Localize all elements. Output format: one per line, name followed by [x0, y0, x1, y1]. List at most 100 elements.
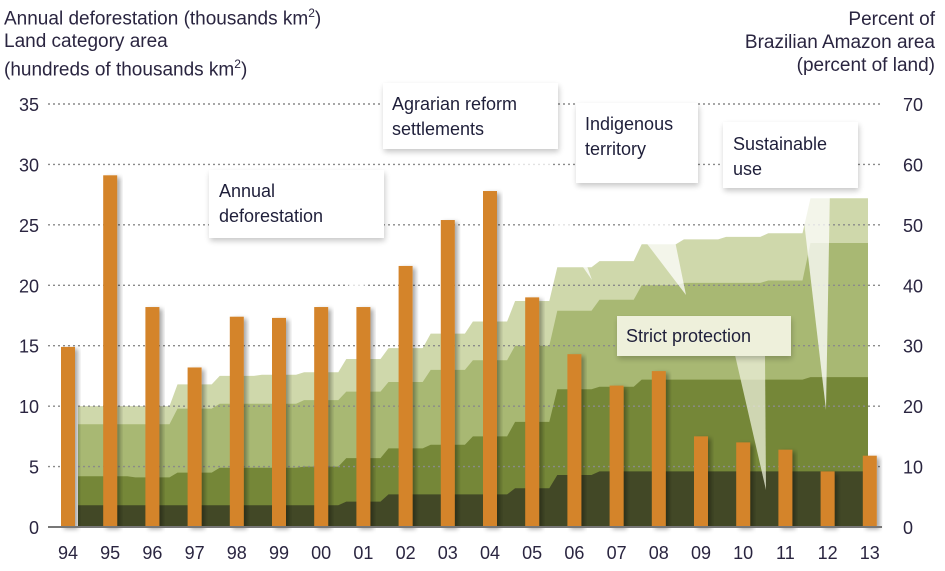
callout-box — [576, 103, 698, 183]
callout-line1: Sustainable — [733, 134, 827, 154]
bars — [61, 175, 877, 527]
right-tick-label: 0 — [903, 518, 913, 538]
right-axis-title: Percent of Brazilian Amazon area (percen… — [745, 8, 935, 77]
callout-line1: Indigenous — [585, 114, 673, 134]
left-tick-label: 25 — [19, 216, 39, 236]
right-tick-label: 10 — [903, 458, 923, 478]
x-tick-label: 07 — [607, 543, 627, 563]
bar-98 — [229, 316, 244, 527]
x-tick-label: 00 — [311, 543, 331, 563]
x-tick-label: 08 — [649, 543, 669, 563]
left-tick-label: 20 — [19, 276, 39, 296]
x-tick-label: 09 — [691, 543, 711, 563]
bar-06 — [567, 354, 582, 527]
bar-05 — [525, 297, 540, 527]
bar-09 — [694, 436, 708, 527]
left-title-line1-text: Annual deforestation (thousands km — [4, 8, 309, 30]
right-title-line1: Percent of — [848, 9, 935, 30]
left-title-line1-suffix: ) — [314, 8, 322, 30]
left-axis-ticks: 0 5 10 15 20 25 30 35 — [19, 95, 39, 538]
right-tick-label: 50 — [903, 216, 923, 236]
bar-96 — [145, 307, 160, 527]
right-tick-label: 60 — [903, 155, 923, 175]
x-tick-label: 10 — [733, 543, 753, 563]
x-tick-label: 12 — [818, 543, 838, 563]
left-title-line2: Land category area — [4, 31, 168, 53]
callout-indigenous-territory: Indigenous territory — [576, 103, 698, 295]
callout-pointer — [600, 182, 686, 295]
x-tick-label: 04 — [480, 543, 500, 563]
x-tick-label: 01 — [353, 543, 373, 563]
callout-line2: territory — [585, 139, 646, 159]
x-tick-label: 03 — [438, 543, 458, 563]
right-tick-label: 70 — [903, 95, 923, 115]
callout-pointer — [735, 355, 766, 490]
callout-pointer — [500, 148, 592, 280]
x-tick-label: 94 — [58, 543, 78, 563]
x-tick-label: 06 — [564, 543, 584, 563]
bar-02 — [398, 265, 413, 527]
bar-13 — [862, 455, 877, 527]
bar-11 — [778, 449, 793, 527]
left-title-line3: (hundreds of thousands km2) — [4, 53, 321, 81]
x-tick-label: 99 — [269, 543, 289, 563]
left-tick-label: 15 — [19, 337, 39, 357]
callout-annual-deforestation: Annual deforestation — [209, 170, 384, 320]
right-axis-ticks: 0 10 20 30 40 50 60 70 — [903, 95, 923, 538]
callouts: Annual deforestation Agrarian reform settle… — [209, 83, 858, 490]
left-tick-label: 30 — [19, 155, 39, 175]
left-title-line1-sup: 2 — [308, 6, 315, 20]
right-tick-label: 40 — [903, 276, 923, 296]
callout-strict-protection: Strict protection — [617, 316, 791, 490]
left-title-line3-text: (hundreds of thousands km — [4, 59, 235, 81]
x-tick-label: 05 — [522, 543, 542, 563]
left-tick-label: 10 — [19, 397, 39, 417]
bar-07 — [609, 385, 624, 527]
callout-line1: Strict protection — [626, 326, 751, 346]
right-tick-label: 20 — [903, 397, 923, 417]
bar-94 — [61, 346, 75, 527]
bar-95 — [103, 175, 118, 527]
bar-10 — [736, 442, 751, 527]
x-tick-label: 96 — [142, 543, 162, 563]
callout-line2: deforestation — [219, 206, 323, 226]
callout-box — [209, 170, 384, 238]
bar-12 — [820, 471, 835, 527]
right-title-line2: Brazilian Amazon area — [744, 32, 935, 53]
callout-line1: Annual — [219, 181, 275, 201]
left-tick-label: 5 — [29, 458, 39, 478]
callout-line2: use — [733, 159, 762, 179]
bar-01 — [356, 307, 371, 527]
callout-pointer — [330, 237, 368, 320]
left-axis-title: Annual deforestation (thousands km2) Lan… — [4, 2, 321, 82]
x-tick-label: 95 — [100, 543, 120, 563]
bar-08 — [651, 371, 666, 527]
x-tick-label: 13 — [860, 543, 880, 563]
bar-03 — [440, 220, 455, 527]
callout-pointer — [800, 187, 830, 410]
left-title-line3-suffix: ) — [240, 59, 248, 81]
right-tick-label: 30 — [903, 337, 923, 357]
x-tick-label: 02 — [396, 543, 416, 563]
bar-04 — [483, 191, 497, 527]
left-tick-label: 0 — [29, 518, 39, 538]
x-tick-label: 11 — [776, 543, 795, 563]
x-tick-label: 97 — [185, 543, 205, 563]
callout-box — [723, 122, 858, 188]
callout-line1: Agrarian reform — [392, 94, 517, 114]
left-title-line3-sup: 2 — [234, 57, 241, 72]
left-tick-label: 35 — [19, 95, 39, 115]
callout-agrarian-reform-settlements: Agrarian reform settlements — [383, 83, 592, 280]
x-axis-ticks: 94 95 96 97 98 99 00 01 02 03 04 05 06 07 08 09 10 11 12 13 — [58, 543, 880, 563]
right-title-line3: (percent of land) — [796, 55, 935, 76]
bar-97 — [187, 367, 202, 527]
bar-00 — [314, 307, 329, 527]
x-tick-label: 98 — [227, 543, 247, 563]
callout-sustainable-use: Sustainable use — [723, 122, 858, 410]
left-title-line1: Annual deforestation (thousands km2) — [4, 2, 321, 30]
callout-line2: settlements — [392, 119, 484, 139]
bar-99 — [272, 317, 286, 527]
callout-box — [383, 83, 558, 149]
callout-box — [617, 316, 791, 356]
